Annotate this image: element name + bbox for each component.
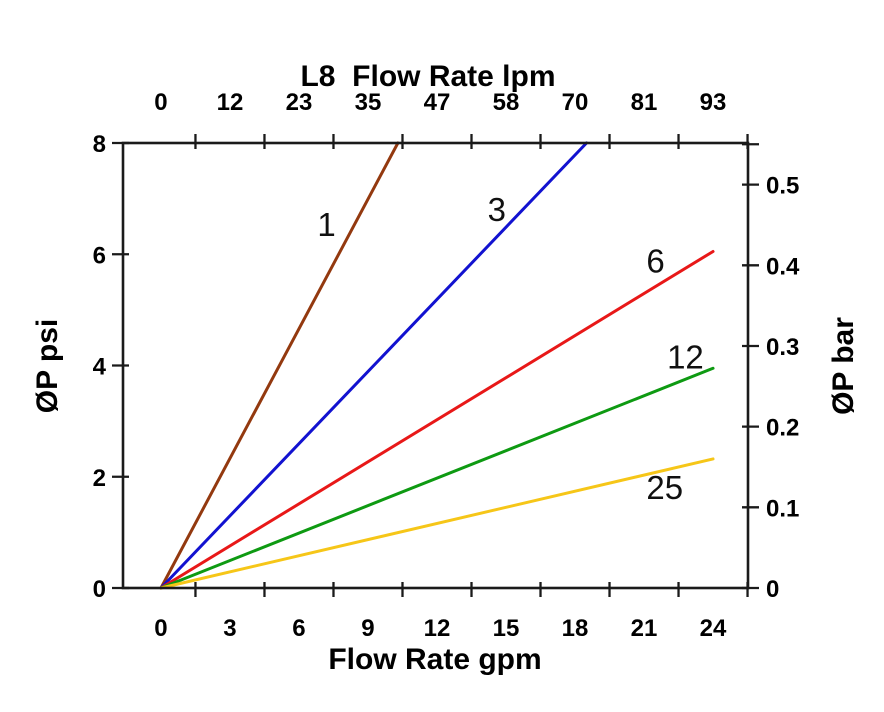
data-series: 1 3 6 12 25 — [159, 141, 715, 590]
bottom-tick-label: 24 — [700, 615, 727, 642]
bottom-tick-label: 0 — [154, 615, 167, 642]
left-tick-label: 6 — [93, 242, 106, 269]
series-line-1 — [159, 141, 400, 590]
left-tick-label: 0 — [93, 576, 106, 603]
left-tick-label: 4 — [93, 354, 107, 381]
right-tick-label: 0.3 — [766, 334, 799, 361]
right-tick-label: 0.5 — [766, 173, 799, 200]
bottom-tick-label: 18 — [562, 615, 589, 642]
series-line-25 — [159, 457, 715, 590]
top-tick-label: 93 — [700, 89, 727, 116]
bottom-tick-label: 15 — [493, 615, 520, 642]
series-label-6: 6 — [646, 242, 664, 279]
axis-ticks — [112, 134, 759, 597]
series-label-1: 1 — [317, 206, 335, 243]
right-tick-label: 0.1 — [766, 495, 799, 522]
top-tick-label: 35 — [355, 89, 382, 116]
bottom-tick-label: 21 — [631, 615, 658, 642]
top-tick-label: 58 — [493, 89, 520, 116]
top-tick-label: 0 — [154, 89, 167, 116]
top-axis-title: L8 Flow Rate lpm — [300, 60, 555, 93]
plot-border — [121, 141, 750, 590]
bottom-tick-label: 12 — [424, 615, 451, 642]
right-tick-label: 0.4 — [766, 253, 800, 280]
series-line-12 — [159, 366, 715, 590]
right-tick-label: 0.2 — [766, 415, 799, 442]
top-tick-label: 12 — [217, 89, 244, 116]
top-tick-label: 47 — [424, 89, 451, 116]
series-line-6 — [159, 249, 715, 590]
series-label-3: 3 — [488, 191, 506, 228]
bottom-tick-label: 9 — [361, 615, 374, 642]
series-label-12: 12 — [667, 339, 704, 376]
top-tick-label: 23 — [286, 89, 313, 116]
top-tick-label: 81 — [631, 89, 658, 116]
top-tick-label: 70 — [562, 89, 589, 116]
left-axis-title: ØP psi — [31, 319, 64, 413]
series-line-3 — [159, 141, 589, 590]
right-axis-title: ØP bar — [827, 317, 860, 415]
right-tick-label: 0 — [766, 576, 779, 603]
bottom-tick-label: 6 — [292, 615, 305, 642]
bottom-axis-title: Flow Rate gpm — [328, 643, 541, 676]
left-tick-label: 8 — [93, 131, 106, 158]
bottom-tick-label: 3 — [223, 615, 236, 642]
axis-tick-labels: 0 3 6 9 12 15 18 21 240 12 23 35 47 58 70 81 930246800.1… — [93, 89, 800, 642]
series-label-25: 25 — [646, 469, 683, 506]
left-tick-label: 2 — [93, 465, 106, 492]
